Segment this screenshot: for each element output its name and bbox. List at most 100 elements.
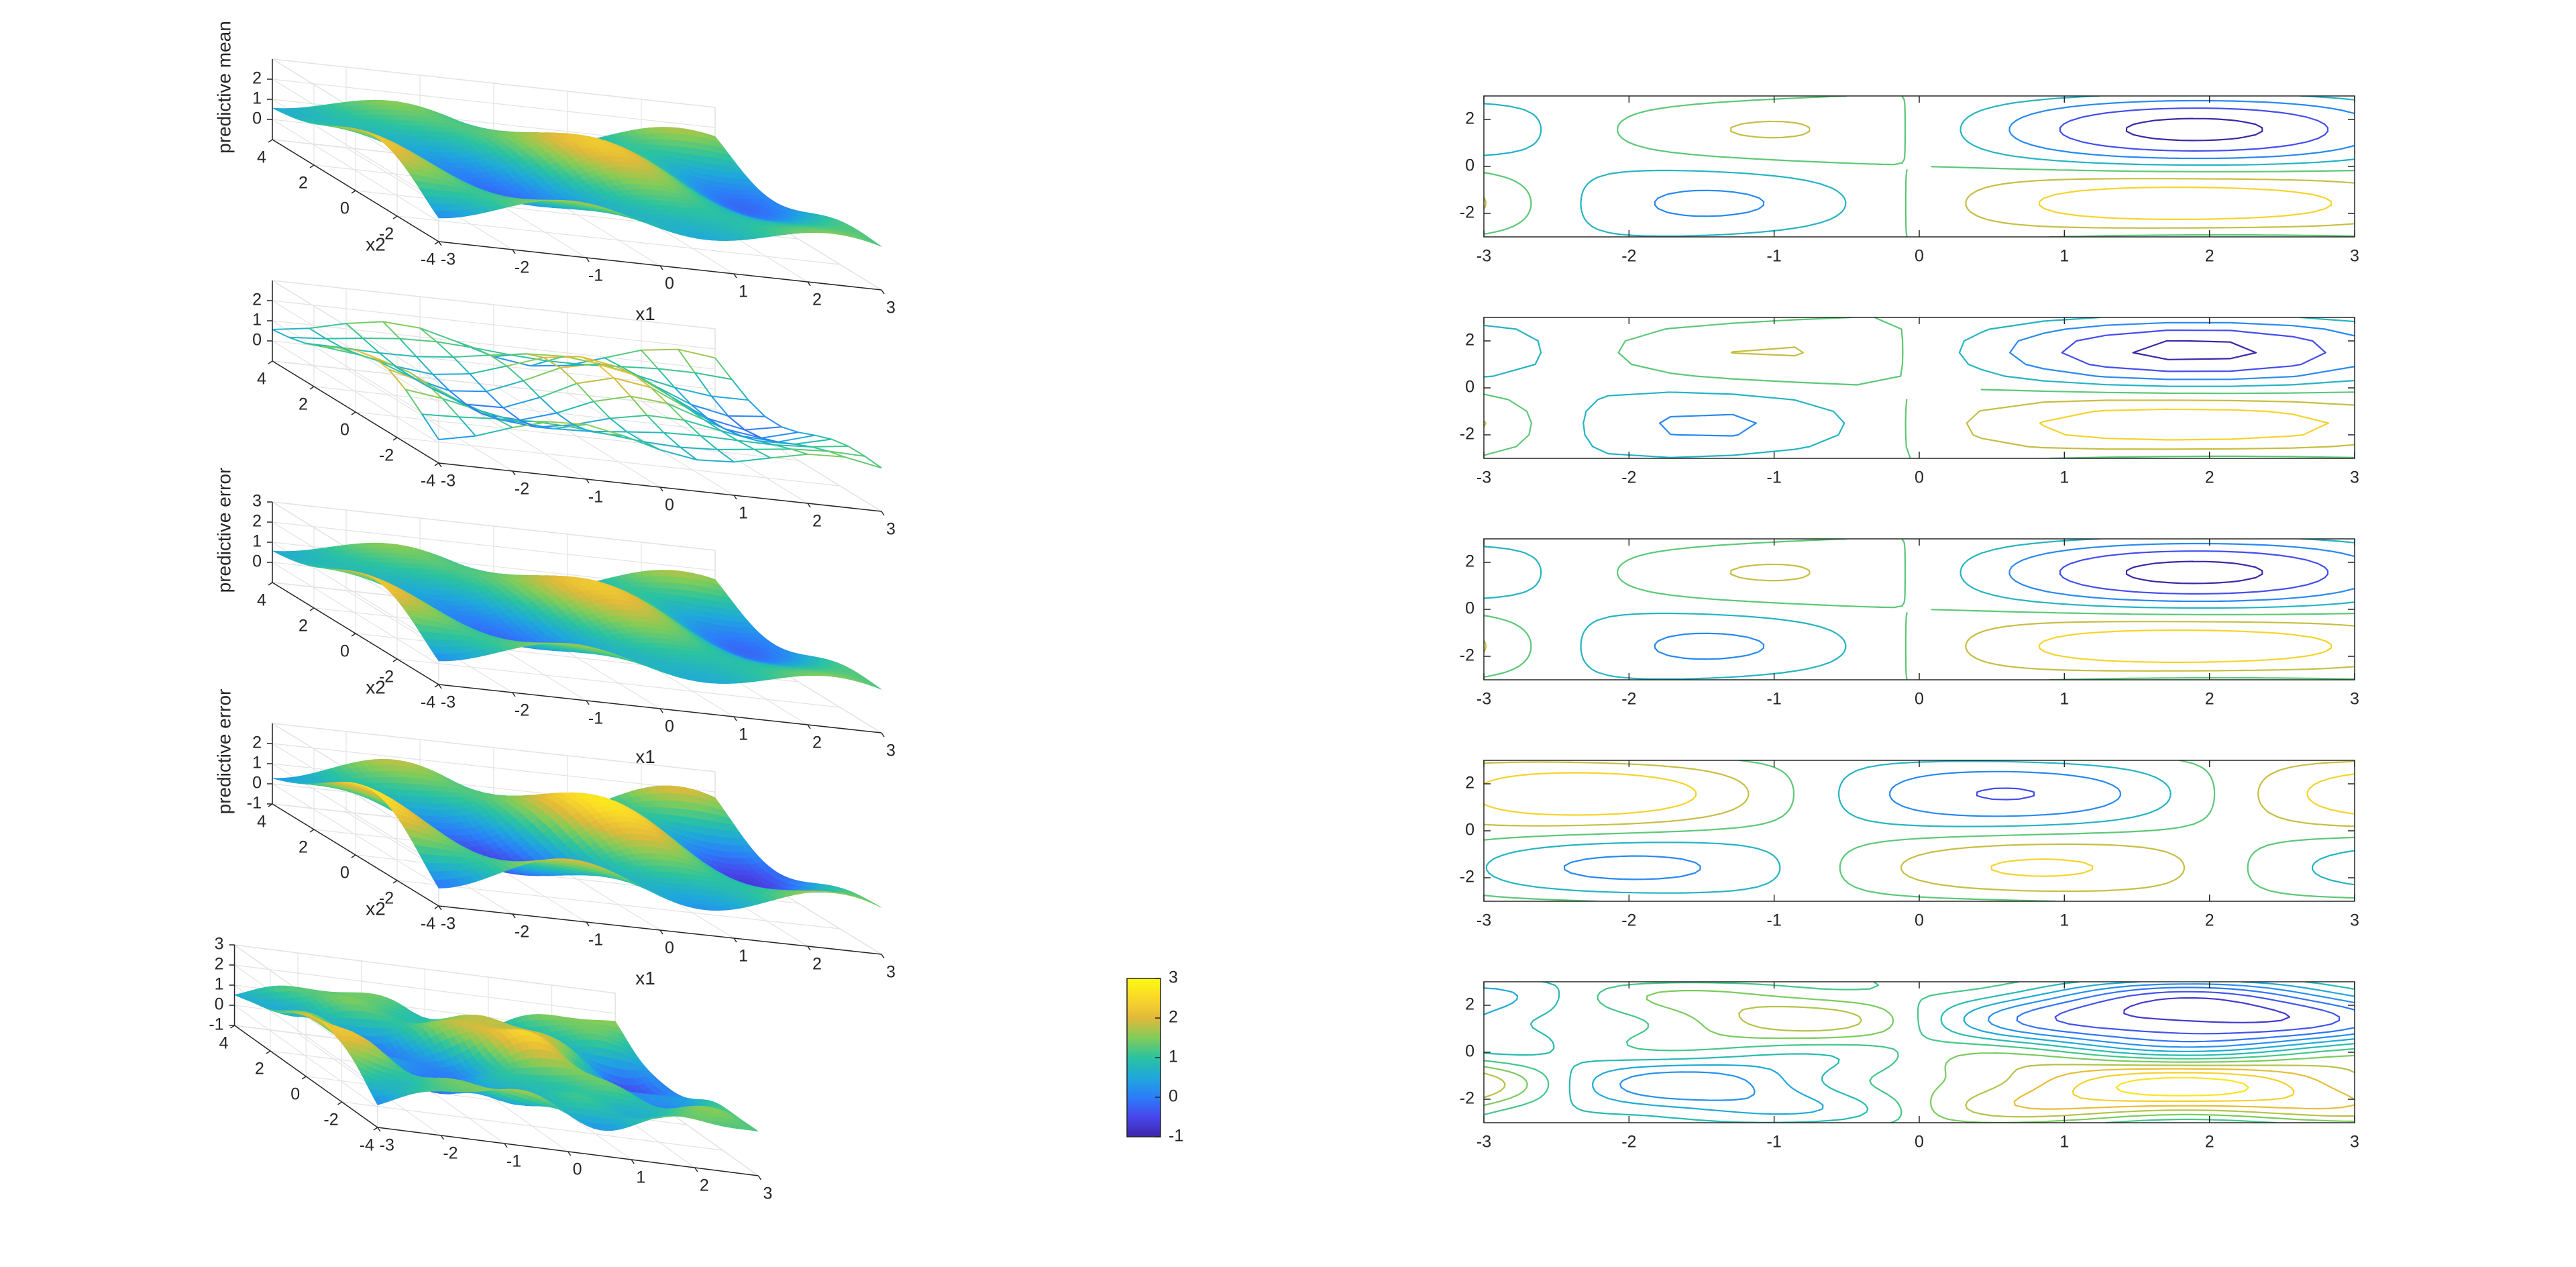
x-tick-label: -3 (441, 250, 455, 269)
y-tick-label: 2 (299, 174, 308, 193)
mesh-line (576, 377, 614, 385)
mesh-line (844, 456, 882, 469)
z-tick-label: 2 (252, 69, 262, 88)
x-tick-label: 0 (665, 496, 674, 515)
z-tick-label: 0 (252, 109, 262, 128)
y-tick (392, 658, 398, 662)
y-tick (351, 633, 356, 637)
mesh-line (747, 399, 766, 417)
mesh-line (556, 401, 594, 414)
mesh-line (641, 350, 659, 370)
mesh-line (519, 412, 557, 421)
mesh-line (745, 426, 782, 431)
mesh-line (523, 367, 561, 382)
x-tick-label: 2 (812, 512, 822, 531)
mesh-line (309, 327, 327, 340)
mesh-line (781, 426, 799, 434)
y-tick-label: -4 (421, 472, 435, 491)
x-tick-label: -1 (588, 266, 603, 285)
x-tick-label: 1 (739, 504, 748, 523)
surface-mesh (272, 321, 882, 469)
mesh-line (470, 365, 507, 375)
mesh-line (694, 372, 732, 381)
surface-patch (869, 240, 882, 247)
y-tick-label: -2 (379, 446, 394, 465)
mesh-line (831, 438, 849, 447)
x-tick-label: -2 (515, 701, 529, 720)
mesh-line (604, 349, 642, 359)
grid-line-x (567, 313, 735, 496)
x-tick-label: 1 (739, 725, 748, 744)
mesh-line (419, 327, 437, 343)
mesh-line (309, 322, 347, 330)
z-tick-label: 2 (252, 291, 262, 309)
z-tick-label: 0 (252, 552, 262, 571)
z-tick-label: 1 (252, 311, 262, 330)
mesh-line (657, 368, 695, 374)
mesh-line (533, 420, 550, 423)
mesh-line (593, 401, 611, 419)
x-tick-label: 2 (812, 291, 822, 309)
y-axis-label: x2 (366, 234, 386, 254)
mesh-line (475, 427, 513, 437)
mesh-line (399, 338, 437, 343)
mesh-line (288, 336, 326, 340)
mesh-line (379, 352, 417, 358)
mesh-line (502, 397, 541, 409)
z-tick-label: 2 (252, 512, 262, 531)
grid-line-y (313, 306, 757, 436)
x-tick (881, 289, 885, 295)
grid-line-x (493, 305, 661, 488)
mesh-line (584, 363, 601, 366)
y-tick (268, 360, 273, 364)
mesh-line (399, 338, 417, 357)
y-tick (434, 462, 439, 466)
mesh-line (539, 397, 557, 414)
y-tick-label: 0 (340, 642, 350, 661)
mesh-line (458, 416, 476, 437)
mesh-line (798, 432, 815, 436)
y-tick (351, 411, 356, 415)
y-tick (309, 386, 315, 390)
mesh-line (811, 445, 849, 448)
mesh-line (345, 321, 384, 324)
x-tick-label: -1 (588, 488, 603, 507)
y-tick (351, 190, 356, 194)
y-tick (392, 215, 398, 219)
y-tick (268, 139, 273, 143)
surface-mesh (272, 99, 882, 247)
mesh-line (452, 356, 471, 374)
x-tick-label: -1 (588, 709, 603, 728)
mesh-line (777, 434, 815, 443)
mesh-line (453, 354, 490, 358)
mesh-line (711, 395, 749, 401)
grid-line-x (419, 297, 587, 480)
mesh-line (362, 338, 400, 340)
z-tick-label: 1 (252, 89, 262, 108)
mesh-line (646, 415, 665, 434)
grid-line-x (714, 329, 882, 512)
grid-line-y (355, 332, 799, 461)
mesh-line (794, 438, 832, 445)
y-tick-label: -4 (421, 693, 435, 712)
mesh-line (728, 415, 765, 417)
x-tick-label: 1 (739, 283, 748, 301)
mesh-line (864, 456, 882, 469)
x-tick-label: -2 (515, 480, 529, 499)
x-tick-label: 2 (812, 733, 822, 752)
mesh-line (714, 357, 733, 380)
mesh-line (621, 366, 658, 370)
y-axis-label: x2 (366, 676, 386, 697)
x-tick-label: 3 (886, 299, 896, 317)
y-tick (309, 164, 315, 168)
mesh-line (536, 426, 553, 429)
mesh-line (272, 329, 290, 338)
x-tick (881, 732, 885, 738)
mesh-line (486, 380, 524, 393)
mesh-line (696, 459, 735, 463)
z-tick-label: 1 (252, 532, 262, 551)
mesh-line (716, 449, 735, 463)
